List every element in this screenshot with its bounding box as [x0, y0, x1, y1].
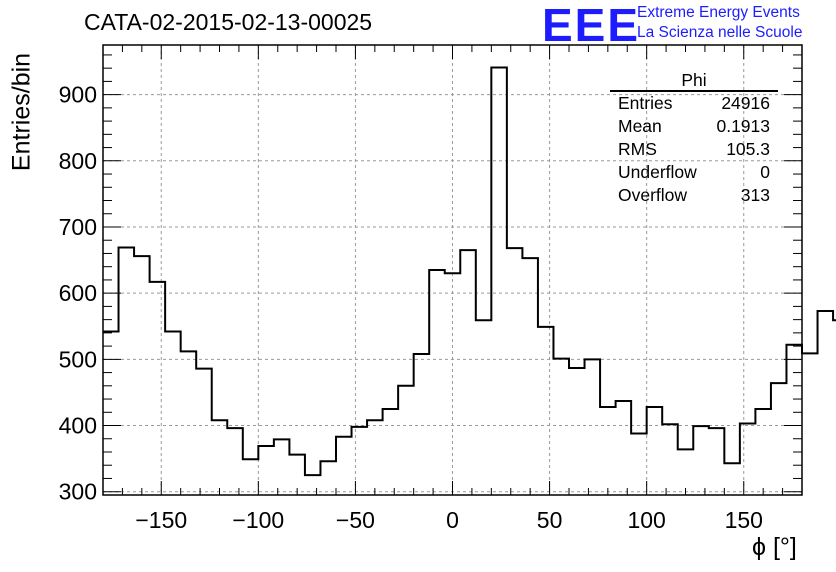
histogram-series — [103, 66, 836, 477]
stats-label: Entries — [618, 93, 673, 113]
stats-value: 0.1913 — [716, 116, 770, 136]
stats-row-mean: Mean 0.1913 — [610, 115, 778, 138]
y-tick-label: 800 — [59, 148, 97, 174]
histogram-bin — [786, 345, 802, 495]
y-tick-label: 700 — [59, 214, 97, 240]
stats-value: 313 — [740, 185, 770, 205]
stats-value: 105.3 — [726, 139, 770, 159]
histogram-bin — [662, 424, 678, 495]
histogram-bin — [196, 369, 212, 495]
histogram-bin — [476, 320, 492, 495]
histogram-bin — [398, 386, 414, 495]
histogram-bin — [818, 311, 834, 495]
histogram-bin — [383, 409, 399, 495]
histogram-bin — [491, 68, 507, 496]
histogram-bin — [771, 383, 787, 495]
histogram-bin — [134, 256, 150, 495]
x-axis-label: ϕ [°] — [752, 533, 797, 561]
histogram-bin — [258, 446, 274, 495]
logo-line-2: La Scienza nelle Scuole — [637, 24, 803, 41]
stats-title: Phi — [610, 70, 778, 92]
histogram-bin — [103, 332, 119, 495]
histogram-bin — [429, 270, 445, 495]
histogram-bin — [460, 250, 476, 495]
stats-row-entries: Entries 24916 — [610, 92, 778, 115]
histogram-bin — [227, 428, 243, 495]
stats-label: Overflow — [618, 185, 688, 205]
eee-logo: EEE — [542, 0, 641, 51]
histogram-bin — [243, 459, 259, 495]
histogram-bin — [165, 332, 181, 495]
histogram-bin — [631, 433, 647, 495]
histogram-bin — [740, 424, 756, 495]
histogram-bin — [600, 407, 616, 495]
histogram-bin — [367, 420, 383, 495]
stats-label: Mean — [618, 116, 662, 136]
histogram-bin — [755, 409, 771, 495]
y-axis-label: Entries/bin — [7, 52, 36, 172]
stats-row-overflow: Overflow 313 — [610, 184, 778, 207]
stats-value: 0 — [760, 162, 770, 182]
histogram-bin — [802, 353, 818, 495]
y-tick-label: 900 — [59, 82, 97, 108]
logo-line-1: Extreme Energy Events — [637, 4, 800, 21]
histogram-bin — [724, 463, 740, 495]
histogram-bin — [150, 282, 166, 495]
y-tick-label: 600 — [59, 280, 97, 306]
stats-label: Underflow — [618, 162, 697, 182]
plot-frame — [102, 44, 803, 496]
histogram-bin — [119, 248, 135, 496]
histogram-bin — [616, 401, 632, 495]
histogram-bin — [212, 420, 228, 495]
histogram-bin — [538, 327, 554, 495]
histogram-bin — [709, 428, 725, 495]
x-tick-label: 50 — [537, 507, 563, 533]
stats-label: RMS — [618, 139, 657, 159]
histogram-bin — [336, 437, 352, 495]
x-tick-label: 150 — [725, 507, 763, 533]
y-tick-label: 400 — [59, 413, 97, 439]
histogram-bin — [569, 368, 585, 495]
stats-value: 24916 — [721, 93, 770, 113]
histogram-bin — [553, 359, 569, 495]
y-tick-label: 300 — [59, 479, 97, 505]
chart-title: CATA-02-2015-02-13-00025 — [84, 9, 373, 35]
y-tick-label: 500 — [59, 346, 97, 372]
stats-box: Phi Entries 24916 Mean 0.1913 RMS 105.3 … — [610, 70, 778, 207]
histogram-bin — [585, 359, 601, 495]
histogram-bin — [181, 351, 197, 495]
x-tick-label: −150 — [135, 507, 187, 533]
histogram-bin — [414, 354, 430, 495]
histogram-bin — [320, 461, 336, 495]
x-tick-label: 100 — [627, 507, 665, 533]
x-tick-label: −50 — [336, 507, 375, 533]
stats-row-underflow: Underflow 0 — [610, 161, 778, 184]
histogram-bin — [647, 407, 663, 495]
stats-row-rms: RMS 105.3 — [610, 138, 778, 161]
x-tick-label: 0 — [446, 507, 459, 533]
x-tick-label: −100 — [232, 507, 284, 533]
histogram-bin — [274, 439, 290, 495]
histogram-bin — [352, 427, 368, 495]
histogram-bin — [693, 426, 709, 495]
histogram-bin — [507, 248, 523, 495]
